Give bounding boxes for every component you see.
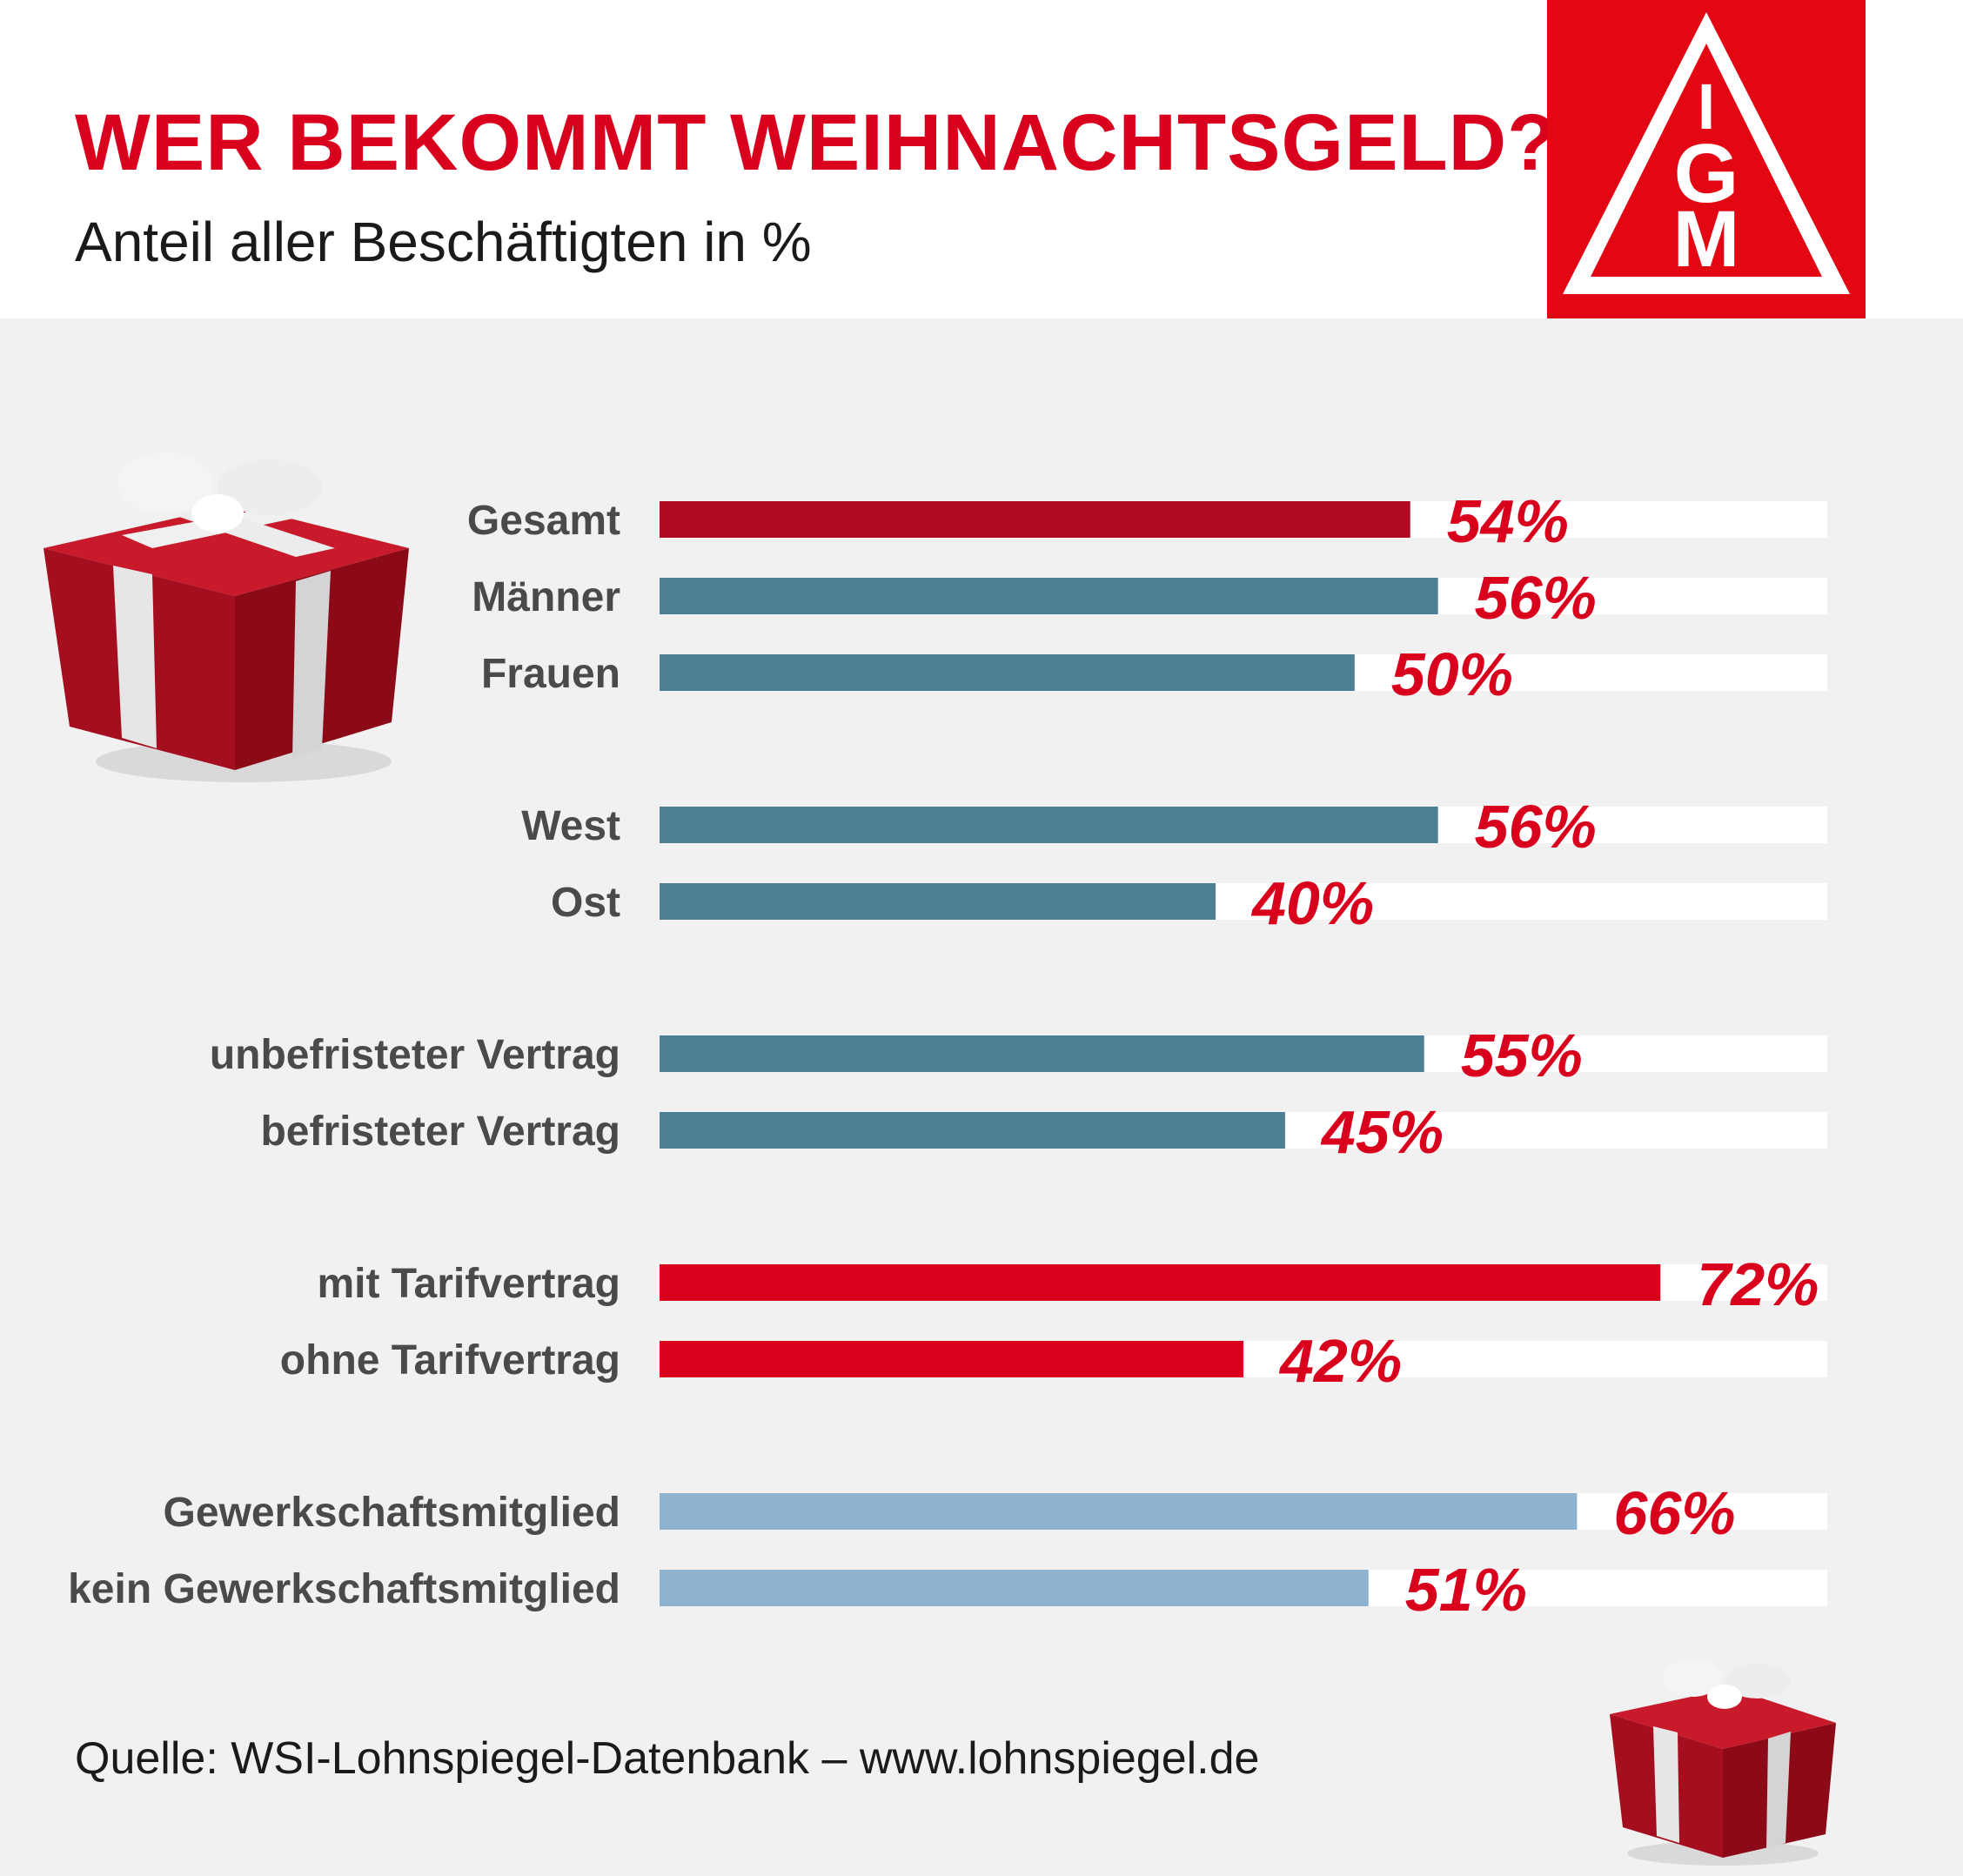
category-label: Gewerkschaftsmitglied	[163, 1490, 620, 1536]
value-label: 66%	[1613, 1479, 1735, 1547]
value-label: 54%	[1447, 487, 1569, 555]
gift-box-icon	[44, 452, 409, 782]
value-label: 45%	[1320, 1098, 1444, 1166]
category-label: Ost	[551, 880, 620, 926]
gift-box-icon	[1610, 1658, 1836, 1866]
bar	[660, 578, 1438, 614]
bar	[660, 1035, 1424, 1072]
category-label: Männer	[472, 574, 620, 620]
bar	[660, 883, 1216, 920]
logo-letter-g: G	[1674, 127, 1739, 220]
value-label: 42%	[1278, 1327, 1402, 1395]
bar	[660, 1341, 1243, 1377]
chart-title: WER BEKOMMT WEIHNACHTSGELD?	[75, 98, 1558, 187]
category-label: ohne Tarifvertrag	[280, 1337, 620, 1384]
chart-subtitle: Anteil aller Beschäftigten in %	[75, 211, 812, 273]
bar	[660, 1264, 1661, 1301]
source-note: Quelle: WSI-Lohnspiegel-Datenbank – www.…	[75, 1733, 1260, 1784]
category-label: Gesamt	[467, 498, 620, 544]
value-label: 56%	[1475, 793, 1597, 861]
ig-metall-logo: I G M	[1547, 0, 1866, 318]
bar	[660, 1112, 1285, 1149]
bar	[660, 807, 1438, 843]
bar	[660, 501, 1410, 538]
logo-letter-i: I	[1698, 70, 1716, 143]
logo-letter-m: M	[1673, 195, 1740, 284]
value-label: 56%	[1475, 564, 1597, 632]
value-label: 40%	[1250, 869, 1374, 937]
value-label: 72%	[1697, 1250, 1819, 1318]
category-label: West	[521, 803, 620, 849]
bar	[660, 1493, 1578, 1530]
category-label: kein Gewerkschaftsmitglied	[68, 1566, 620, 1612]
value-label: 55%	[1461, 1022, 1583, 1089]
bar	[660, 654, 1355, 691]
value-label: 50%	[1391, 640, 1513, 708]
bar	[660, 1570, 1369, 1606]
category-label: Frauen	[481, 651, 620, 697]
category-label: befristeter Vertrag	[260, 1109, 620, 1155]
category-label: unbefristeter Vertrag	[210, 1032, 620, 1078]
value-label: 51%	[1405, 1556, 1527, 1624]
category-label: mit Tarifvertrag	[317, 1261, 620, 1307]
